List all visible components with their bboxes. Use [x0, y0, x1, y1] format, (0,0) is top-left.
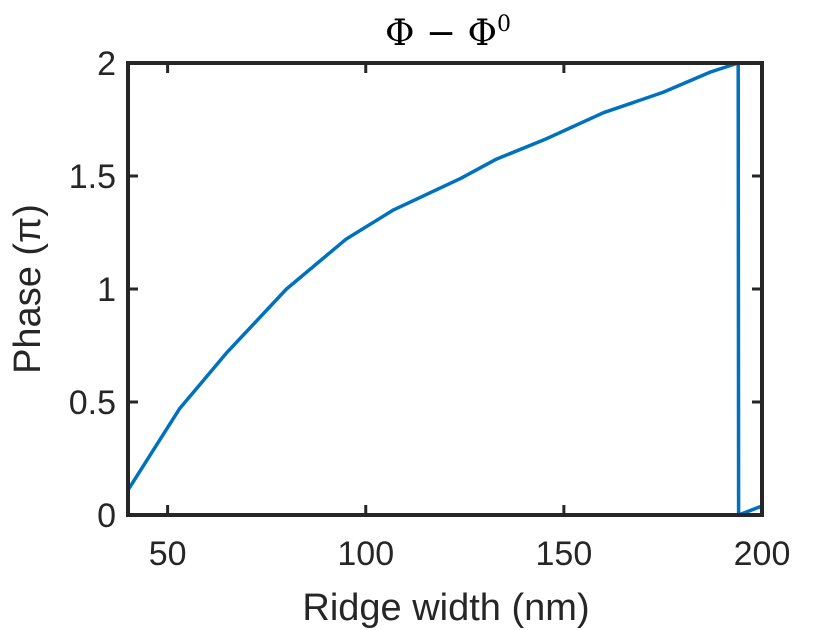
chart-title: Φ − Φ0 [385, 12, 511, 54]
y-tick-label: 2 [97, 45, 116, 83]
y-tick-label: 1.5 [69, 158, 116, 196]
series-layer [126, 61, 763, 517]
y-tick-label: 1 [97, 271, 116, 309]
tick-layer: 50 100 150 200 0 0.5 1 1.5 2 [69, 45, 791, 573]
x-axis-label: Ridge width (nm) [302, 587, 589, 629]
x-tick-label: 100 [337, 535, 394, 573]
series-line-0 [126, 61, 763, 517]
y-axis-label: Phase (π) [7, 204, 49, 374]
y-tick-label: 0.5 [69, 384, 116, 422]
plot-frame [126, 61, 764, 517]
x-tick-label: 50 [149, 535, 187, 573]
x-tick-label: 200 [734, 535, 791, 573]
y-tick-label: 0 [97, 497, 116, 535]
x-tick-label: 150 [536, 535, 593, 573]
